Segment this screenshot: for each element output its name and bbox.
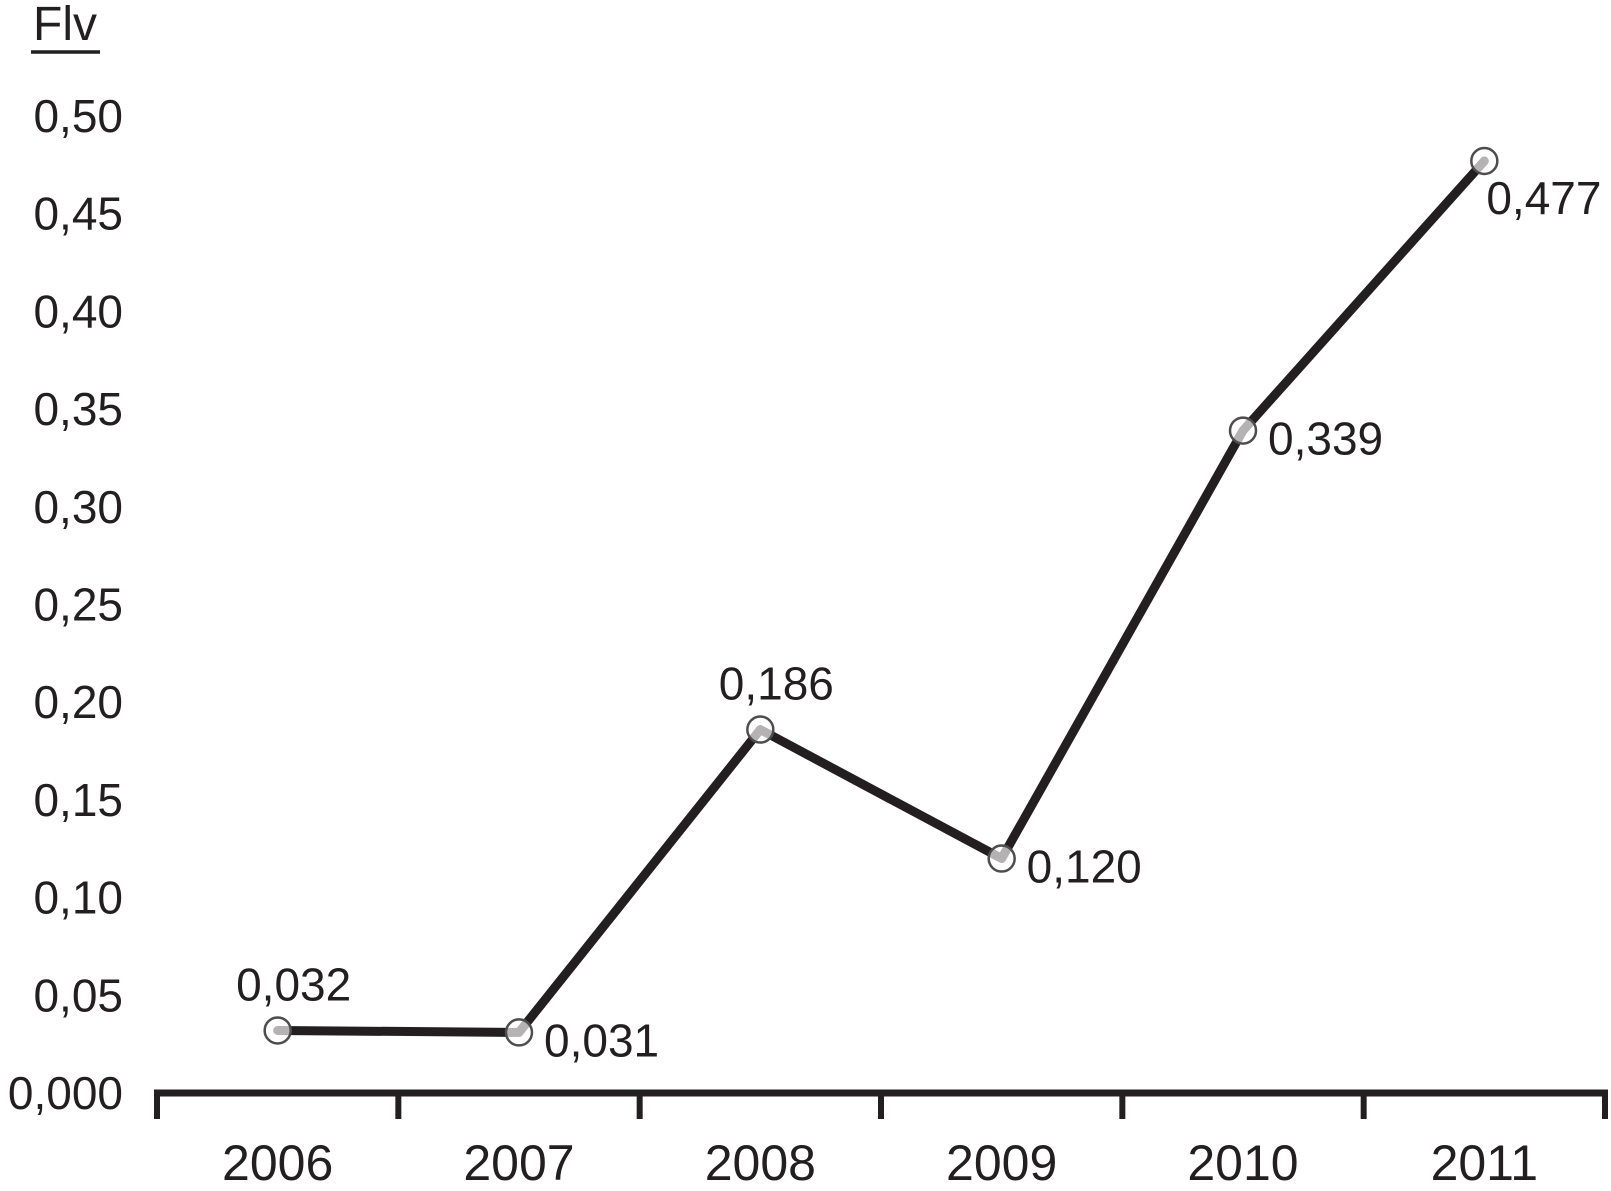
data-point-label: 0,032 [236, 958, 351, 1010]
data-point-marker [1470, 146, 1499, 176]
point-labels: 0,032 0,031 0,186 0,120 0,339 0,477 [236, 172, 1601, 1066]
y-tick-label: 0,05 [33, 969, 123, 1021]
y-tick-label: 0,35 [33, 383, 123, 435]
y-tick-label: 0,50 [33, 90, 123, 142]
data-point-label: 0,477 [1486, 172, 1601, 224]
data-point-label: 0,339 [1268, 413, 1383, 465]
x-tick-label: 2006 [222, 1135, 333, 1191]
x-axis [154, 1089, 1608, 1119]
x-tick-label: 2009 [946, 1135, 1057, 1191]
y-tick-label: 0,30 [33, 481, 123, 533]
x-tick-label: 2010 [1187, 1135, 1298, 1191]
y-tick-label: 0,20 [33, 676, 123, 728]
y-tick-label: 0,10 [33, 872, 123, 924]
x-tick-label: 2008 [705, 1135, 816, 1191]
x-tick-label: 2007 [463, 1135, 574, 1191]
data-point-label: 0,120 [1027, 841, 1142, 893]
y-tick-label: 0,40 [33, 285, 123, 337]
data-point-marker [504, 1018, 534, 1047]
series-polyline [273, 156, 1489, 1037]
data-point-label: 0,031 [544, 1014, 659, 1066]
series-line [273, 156, 1489, 1037]
data-point-marker [746, 715, 775, 744]
y-tick-label: 0,15 [33, 774, 123, 826]
x-tick-label: 2011 [1431, 1135, 1539, 1191]
chart-title: Flv [33, 0, 97, 51]
y-tick-label: 0,45 [33, 188, 123, 240]
data-point-marker [987, 844, 1016, 873]
y-tick-label: 0,000 [8, 1067, 123, 1119]
series-markers [263, 146, 1499, 1047]
y-axis-labels: 0,50 0,45 0,40 0,35 0,30 0,25 0,20 0,15 0,10 0,05… [8, 90, 123, 1119]
data-point-label: 0,186 [719, 658, 834, 710]
data-point-marker [1228, 416, 1258, 445]
y-tick-label: 0,25 [33, 579, 123, 631]
x-axis-labels: 2006 2007 2008 2009 2010 2011 [222, 1135, 1538, 1191]
data-point-marker [263, 1016, 292, 1045]
